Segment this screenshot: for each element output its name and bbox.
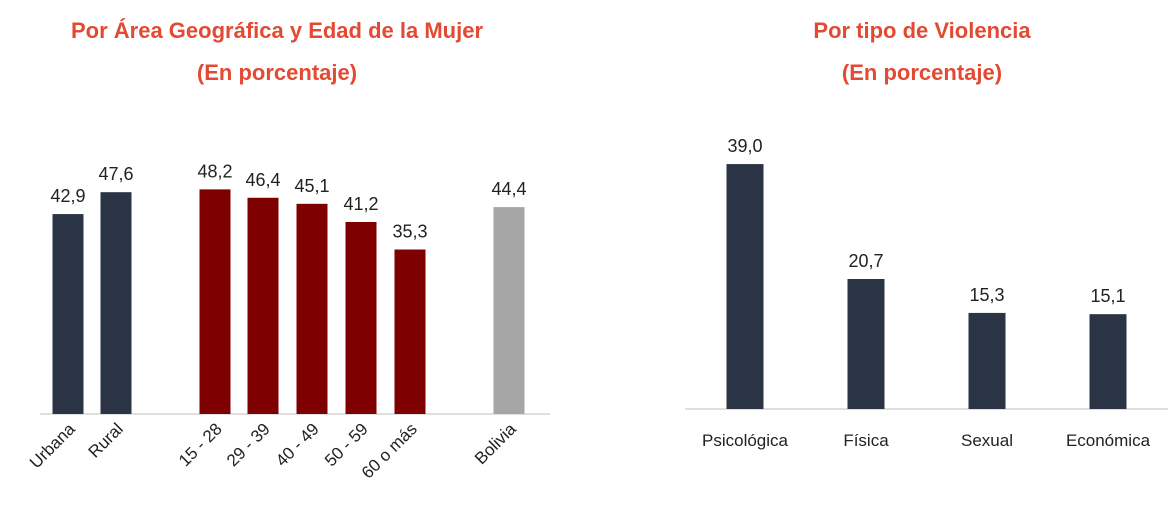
x-tick-label: Física	[843, 431, 889, 450]
data-label: 20,7	[848, 251, 883, 271]
x-tick-label: Urbana	[26, 419, 79, 472]
chart-subtitle: (En porcentaje)	[842, 60, 1002, 85]
x-tick-label: Psicológica	[702, 431, 789, 450]
data-label: 42,9	[50, 186, 85, 206]
data-label: 15,3	[969, 285, 1004, 305]
bar	[52, 214, 84, 414]
data-label: 46,4	[245, 170, 280, 190]
x-tick-label: Económica	[1066, 431, 1151, 450]
data-label: 41,2	[343, 194, 378, 214]
bar	[847, 279, 885, 409]
chart-subtitle: (En porcentaje)	[197, 60, 357, 85]
bar	[493, 207, 525, 414]
data-label: 45,1	[294, 176, 329, 196]
data-label: 15,1	[1090, 286, 1125, 306]
bar	[199, 189, 231, 414]
x-tick-label: Bolivia	[471, 419, 520, 468]
data-label: 44,4	[491, 179, 526, 199]
bar	[296, 203, 328, 414]
data-label: 48,2	[197, 161, 232, 181]
x-tick-label: 29 - 39	[223, 419, 274, 470]
data-label: 35,3	[392, 222, 427, 242]
data-label: 47,6	[98, 164, 133, 184]
bar	[1089, 314, 1127, 409]
bar	[100, 192, 132, 414]
bar	[247, 197, 279, 414]
bar	[345, 222, 377, 414]
x-tick-label: Rural	[85, 419, 127, 461]
x-tick-label: 40 - 49	[272, 419, 323, 470]
chart-title: Por tipo de Violencia	[813, 18, 1031, 43]
x-tick-label: Sexual	[961, 431, 1013, 450]
x-tick-label: 15 - 28	[175, 419, 226, 470]
bar	[968, 312, 1006, 409]
bar	[394, 249, 426, 414]
data-label: 39,0	[727, 136, 762, 156]
bar	[726, 164, 764, 409]
chart-title: Por Área Geográfica y Edad de la Mujer	[71, 18, 483, 43]
